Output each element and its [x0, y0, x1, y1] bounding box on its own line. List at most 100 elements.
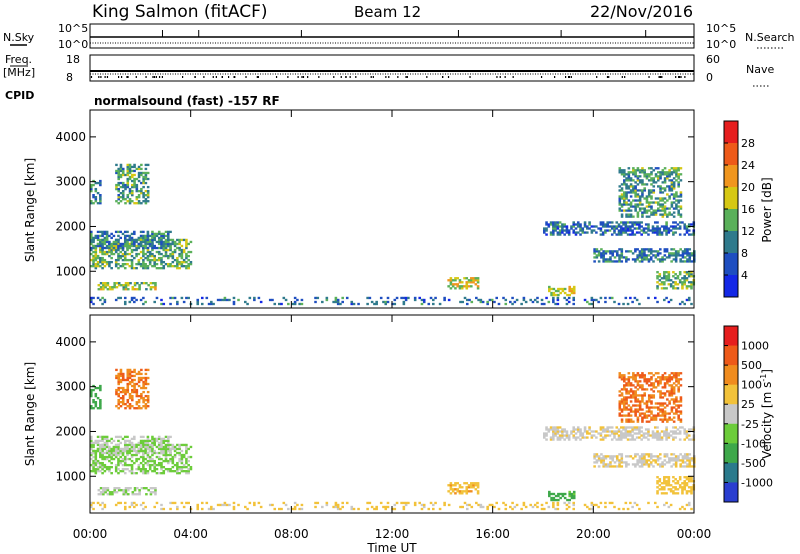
power-cell [615, 225, 619, 228]
velocity-cell [625, 463, 628, 466]
power-cell [663, 248, 667, 251]
power-cell [160, 234, 163, 238]
velocity-cell [613, 455, 617, 458]
velocity-cell [99, 443, 102, 447]
power-cell [679, 213, 683, 216]
power-cell [123, 254, 127, 258]
power-cell [352, 302, 356, 306]
power-cell [629, 229, 632, 232]
velocity-cell [131, 493, 135, 496]
velocity-cell [633, 438, 637, 441]
power-cell [104, 282, 107, 285]
power-cell [547, 300, 551, 304]
power-cell [130, 248, 134, 252]
power-cell [647, 233, 650, 236]
velocity-cell [154, 493, 157, 496]
power-cell [133, 202, 136, 205]
velocity-cell [160, 447, 163, 451]
velocity-cell [604, 428, 607, 431]
power-cell [99, 260, 102, 264]
power-cell [679, 179, 683, 182]
velocity-cell [291, 507, 295, 511]
power-cell [124, 173, 127, 177]
power-cell [117, 254, 120, 258]
velocity-cell [126, 493, 130, 496]
velocity-cell [142, 453, 145, 457]
velocity-cell [625, 382, 628, 385]
power-cell [171, 250, 175, 254]
power-cell [681, 281, 684, 284]
power-cell [162, 248, 166, 252]
power-colorbar-tick-label: 24 [741, 159, 755, 172]
velocity-cell [139, 461, 143, 465]
power-cell [649, 252, 653, 255]
velocity-cell [153, 469, 156, 473]
power-cell [656, 231, 659, 234]
power-cell [169, 244, 172, 248]
power-cell [146, 256, 150, 260]
power-cell [656, 287, 659, 290]
velocity-cell [449, 482, 453, 485]
power-cell [246, 302, 249, 306]
power-cell [135, 167, 139, 171]
power-cell [135, 248, 138, 252]
power-cell [458, 279, 462, 282]
velocity-cell [92, 459, 95, 463]
velocity-cell [663, 382, 667, 385]
velocity-cell [144, 407, 148, 410]
velocity-cell [618, 412, 622, 415]
velocity-cell [121, 396, 125, 400]
velocity-cell [101, 449, 104, 453]
power-cell [672, 211, 676, 214]
power-cell [550, 287, 553, 291]
velocity-cell [549, 426, 553, 429]
power-cell [110, 256, 113, 260]
velocity-cell [645, 463, 648, 466]
velocity-cell [647, 438, 650, 441]
power-cell [237, 298, 240, 302]
velocity-cell [137, 376, 141, 380]
power-cell [604, 250, 608, 253]
power-cell [593, 250, 596, 253]
power-cell [176, 264, 179, 268]
power-cell [561, 227, 564, 230]
velocity-cell [90, 445, 93, 449]
power-cell [128, 234, 132, 238]
velocity-cell [113, 489, 116, 492]
velocity-cell [94, 449, 98, 453]
velocity-cell [567, 438, 571, 441]
power-cell [146, 242, 150, 246]
velocity-cell [675, 384, 678, 387]
velocity-cell [169, 507, 172, 511]
power-cell [588, 223, 591, 226]
velocity-cell [140, 396, 143, 400]
power-cell [669, 225, 673, 228]
power-cell [677, 250, 680, 253]
velocity-cell [173, 455, 177, 459]
power-cell [164, 250, 168, 254]
velocity-cell [180, 467, 184, 471]
velocity-cell [449, 492, 453, 495]
power-cell [545, 221, 548, 224]
velocity-cell [316, 501, 320, 505]
power-cell [149, 282, 153, 285]
power-cell [674, 256, 678, 259]
velocity-cell [138, 491, 141, 494]
power-cell [657, 209, 660, 212]
velocity-cell [293, 505, 297, 509]
velocity-cell [122, 489, 126, 492]
velocity-cell [90, 447, 93, 451]
power-cell [119, 242, 123, 246]
power-cell [656, 250, 660, 253]
power-cell [654, 197, 658, 200]
velocity-cell [618, 408, 622, 411]
power-cell [151, 234, 154, 238]
power-cell [137, 167, 141, 171]
velocity-cell [548, 490, 551, 494]
velocity-cell [117, 457, 120, 461]
velocity-cell [557, 492, 560, 496]
power-cell [126, 248, 129, 252]
velocity-cell [650, 400, 653, 403]
velocity-cell [620, 376, 624, 379]
power-cell [647, 254, 651, 257]
